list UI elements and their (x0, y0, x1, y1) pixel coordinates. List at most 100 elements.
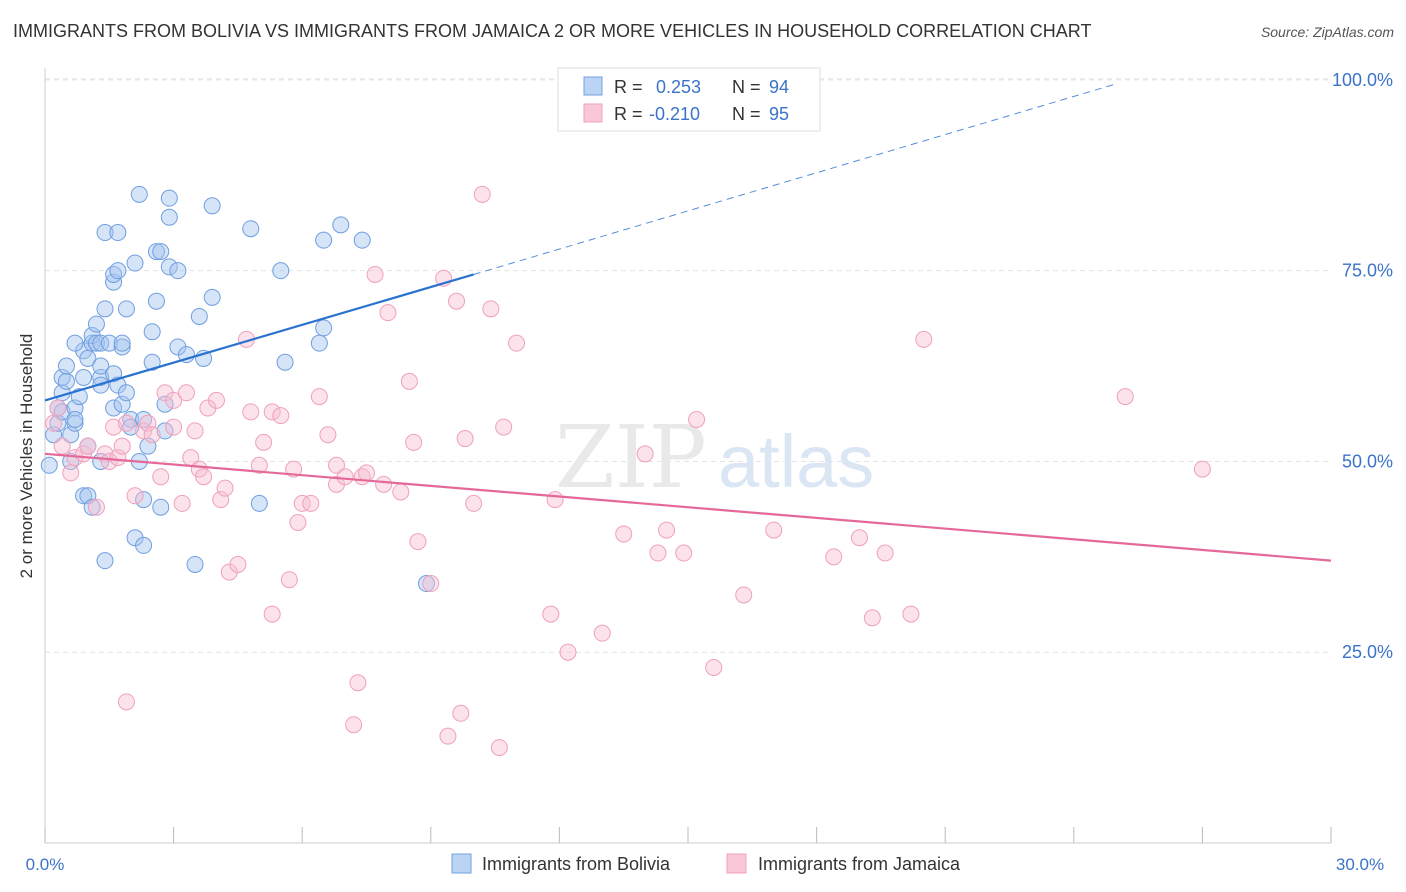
bolivia-point (66, 334, 84, 352)
bolivia-point (49, 414, 67, 432)
bolivia-point (87, 315, 105, 333)
jamaica-point (289, 513, 307, 531)
jamaica-point (448, 292, 466, 310)
jamaica-point (212, 491, 230, 509)
jamaica-point (675, 544, 693, 562)
jamaica-point (473, 185, 491, 203)
jamaica-point (593, 624, 611, 642)
bottom-legend-label-jamaica: Immigrants from Jamaica (758, 854, 961, 874)
jamaica-point (62, 464, 80, 482)
bolivia-point (310, 334, 328, 352)
bolivia-point (100, 334, 118, 352)
jamaica-point (409, 533, 427, 551)
bolivia-point (160, 208, 178, 226)
bolivia-point (135, 536, 153, 554)
jamaica-point (165, 418, 183, 436)
bottom-legend-swatch-jamaica (726, 853, 747, 874)
bolivia-point (75, 487, 93, 505)
bolivia-point (130, 185, 148, 203)
bolivia-point (418, 575, 436, 593)
y-tick-label: 100.0% (1332, 70, 1393, 90)
bolivia-point (113, 334, 131, 352)
bolivia-point (315, 319, 333, 337)
y-axis-label: 2 or more Vehicles in Household (17, 334, 36, 579)
bolivia-trend-extension (473, 83, 1117, 275)
jamaica-point (117, 693, 135, 711)
bolivia-point (105, 399, 123, 417)
bolivia-point (203, 197, 221, 215)
x-tick-label-max: 30.0% (1336, 855, 1384, 874)
bolivia-point (203, 288, 221, 306)
legend-n-value-jamaica: 95 (769, 104, 789, 124)
bolivia-point (143, 323, 161, 341)
bolivia-point (315, 231, 333, 249)
jamaica-point (392, 483, 410, 501)
jamaica-point (255, 433, 273, 451)
jamaica-point (310, 388, 328, 406)
jamaica-point (126, 487, 144, 505)
jamaica-point (177, 384, 195, 402)
bolivia-point (147, 292, 165, 310)
jamaica-point (113, 437, 131, 455)
jamaica-point (465, 494, 483, 512)
jamaica-point (439, 727, 457, 745)
jamaica-point (876, 544, 894, 562)
jamaica-point (165, 391, 183, 409)
bolivia-point (156, 422, 174, 440)
jamaica-point (152, 468, 170, 486)
legend-r-value-jamaica: -0.210 (649, 104, 700, 124)
jamaica-points (45, 185, 1211, 757)
bolivia-point (105, 365, 123, 383)
jamaica-point (117, 414, 135, 432)
jamaica-point (349, 674, 367, 692)
jamaica-point (345, 716, 363, 734)
jamaica-point (53, 437, 71, 455)
bolivia-points (40, 185, 436, 593)
bolivia-point (147, 243, 165, 261)
bolivia-point (186, 555, 204, 573)
jamaica-point (263, 605, 281, 623)
bolivia-point (109, 262, 127, 280)
jamaica-point (49, 399, 67, 417)
y-tick-label: 25.0% (1342, 642, 1393, 662)
bolivia-point (113, 338, 131, 356)
jamaica-point (143, 426, 161, 444)
jamaica-point (422, 575, 440, 593)
jamaica-point (272, 407, 290, 425)
jamaica-point (825, 548, 843, 566)
jamaica-point (100, 452, 118, 470)
jamaica-point (250, 456, 268, 474)
jamaica-point (636, 445, 654, 463)
bolivia-point (96, 552, 114, 570)
jamaica-point (327, 456, 345, 474)
bolivia-point (92, 357, 110, 375)
jamaica-point (173, 494, 191, 512)
legend-n-label-jamaica: N = (732, 104, 761, 124)
jamaica-point (615, 525, 633, 543)
bottom-legend-swatch-bolivia (451, 853, 472, 874)
bolivia-point (169, 262, 187, 280)
trend-lines (44, 83, 1332, 562)
jamaica-point (79, 437, 97, 455)
jamaica-point (495, 418, 513, 436)
jamaica-point (366, 265, 384, 283)
y-tick-label: 75.0% (1342, 261, 1393, 281)
jamaica-point (242, 403, 260, 421)
jamaica-point (105, 418, 123, 436)
bolivia-point (57, 357, 75, 375)
y-tick-label: 50.0% (1342, 451, 1393, 471)
bolivia-point (160, 189, 178, 207)
bolivia-trend-line (44, 273, 474, 402)
jamaica-point (139, 414, 157, 432)
bolivia-point (87, 334, 105, 352)
jamaica-point (280, 571, 298, 589)
jamaica-point (490, 739, 508, 757)
jamaica-point (45, 414, 63, 432)
legend-r-value-bolivia: 0.253 (656, 77, 701, 97)
source-label: Source: ZipAtlas.com (1260, 24, 1394, 40)
jamaica-point (546, 491, 564, 509)
bolivia-point (96, 300, 114, 318)
jamaica-point (705, 658, 723, 676)
bolivia-point (152, 243, 170, 261)
